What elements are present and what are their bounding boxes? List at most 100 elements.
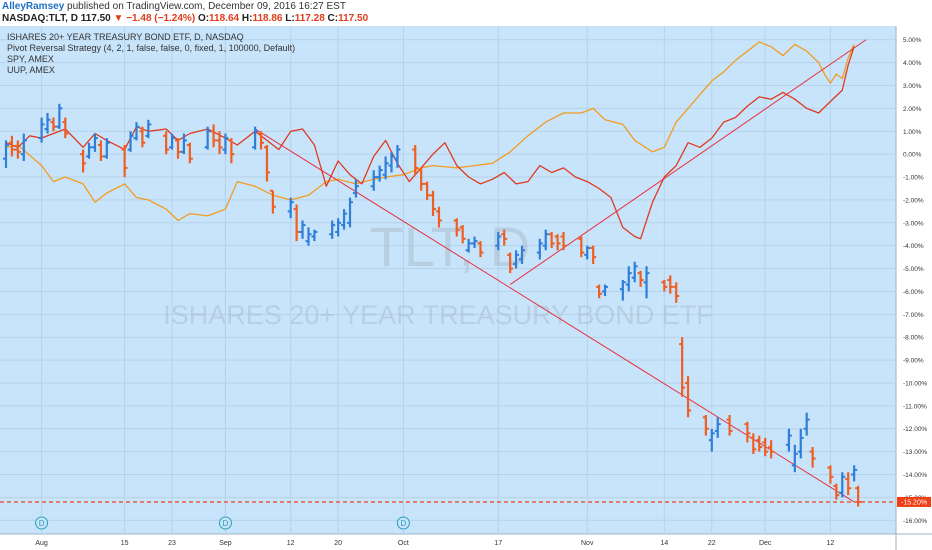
dividend-marker-label: D [223,519,229,528]
y-tick-label: 1.00% [903,129,922,136]
ohlc-bar [590,245,597,264]
ohlc-bar [86,142,93,159]
ohlc-bar [726,415,733,436]
ohlc-bar [519,245,525,264]
ohlc-bar [584,245,591,260]
y-tick-label: 5.00% [903,37,922,44]
ohlc-bar [38,117,45,143]
x-tick-label: Dec [759,540,772,547]
y-tick-label: -9.00% [903,358,924,365]
close-label: C: [327,13,339,24]
ohlc-bar [252,126,259,150]
ohlc-bar [661,280,668,292]
legend-strategy: Pivot Reversal Strategy (4, 2, 1, false,… [7,43,295,53]
ohlc-bar [465,238,472,253]
ohlc-bar [8,135,15,157]
y-tick-label: -10.00% [903,380,927,387]
ohlc-bar [578,236,585,258]
x-tick-label: 12 [287,540,295,547]
ohlc-bar [347,197,353,228]
ohlc-bar [791,444,798,473]
ohlc-bar [803,412,810,436]
price-chart[interactable]: TLT, D ISHARES 20+ YEAR TREASURY BOND ET… [0,26,932,550]
y-tick-label: -4.00% [903,243,924,250]
ohlc-bar [216,131,223,155]
ohlc-bar [62,117,69,139]
ohlc-bar [121,144,128,178]
ohlc-bar [619,280,626,301]
trendline[interactable] [509,39,867,285]
ohlc-bar [536,238,543,260]
x-tick-label: Nov [581,540,594,547]
legend-spy[interactable]: SPY, AMEX [7,54,54,64]
current-value-badge [897,496,931,507]
ohlc-bar [299,220,306,239]
ohlc-bar [756,435,763,452]
ohlc-bar [139,126,146,148]
dividend-marker[interactable]: D [218,516,232,530]
ohlc-bar [673,282,680,303]
dividend-marker-circle [35,516,49,530]
ohlc-bar [228,138,235,164]
symbol-quote: NASDAQ:TLT, D 117.50 ▼ −1.48 (−1.24%) O:… [2,13,368,24]
ohlc-bar [382,156,389,180]
ohlc-bar [97,140,104,162]
time-axis-background [0,534,896,550]
spy-series-line [5,41,855,222]
ohlc-bar [631,261,638,283]
ohlc-bar [679,337,686,397]
time-axis[interactable]: Aug 15 23 Sep 12 20 Oct 17 Nov 14 22 Dec 12 [35,540,834,547]
close-value: 117.50 [338,13,369,24]
ohlc-bar [56,103,63,129]
plot-background [0,26,896,534]
x-tick-label: Aug [35,540,48,547]
x-tick-label: 23 [168,540,176,547]
ohlc-bar [435,206,442,228]
ohlc-bar [833,483,840,500]
ohlc-bars [3,103,862,507]
ohlc-bar [845,472,852,496]
dividend-marker[interactable]: D [35,516,49,530]
ohlc-bar [768,440,775,459]
ohlc-bar [827,465,834,484]
ohlc-bar [424,181,431,200]
high-label: H: [241,13,253,24]
ohlc-bar [269,189,276,214]
ohlc-bar [625,266,632,292]
ohlc-bar [263,144,270,182]
ohlc-bar [180,133,187,155]
ohlc-bar [851,465,858,482]
author-name[interactable]: AlleyRamsey [2,1,65,12]
ohlc-bar [554,234,561,251]
ohlc-bar [133,122,140,141]
y-tick-label: -2.00% [903,197,924,204]
ohlc-bar [685,376,692,418]
ohlc-bar [714,417,721,438]
dividend-marker[interactable]: D [396,516,410,530]
dividend-marker-label: D [400,519,406,528]
ohlc-bar [667,275,674,294]
ohlc-bar [430,190,437,216]
y-tick-label: 3.00% [903,83,922,90]
ohlc-bar [453,218,460,237]
ohlc-bar [602,284,609,297]
ohlc-bar [169,133,176,150]
ohlc-bar [797,428,804,459]
ohlc-bar [839,472,846,498]
legend-uup[interactable]: UUP, AMEX [7,65,55,75]
ohlc-bar [163,131,170,155]
ohlc-bar [643,266,650,299]
ohlc-bar [258,131,265,150]
y-tick-label: -6.00% [903,289,924,296]
ohlc-bar [708,428,715,452]
ohlc-bar [495,231,502,251]
ohlc-bar [376,165,383,182]
ohlc-bar [785,428,792,452]
y-tick-label: -16.00% [903,518,927,525]
ohlc-bar [175,138,181,159]
price-axis-background [896,26,932,550]
y-tick-label: -13.00% [903,449,927,456]
ohlc-bar [507,252,514,274]
